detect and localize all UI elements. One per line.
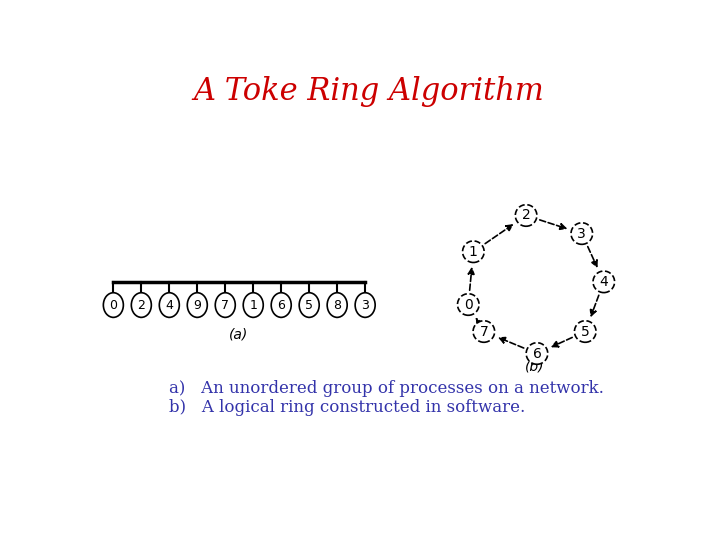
Ellipse shape [243,293,264,318]
Text: 5: 5 [581,325,590,339]
Text: 0: 0 [464,298,472,312]
Text: 2: 2 [138,299,145,312]
Ellipse shape [355,293,375,318]
Text: (b): (b) [525,360,544,374]
Text: 9: 9 [194,299,201,312]
Text: 6: 6 [277,299,285,312]
Text: 3: 3 [361,299,369,312]
Ellipse shape [131,293,151,318]
Text: (a): (a) [229,327,248,341]
Text: 1: 1 [469,245,478,259]
Circle shape [593,271,615,293]
Text: 8: 8 [333,299,341,312]
Text: 3: 3 [577,227,586,240]
Text: 7: 7 [480,325,488,339]
Circle shape [526,343,548,364]
Text: 4: 4 [600,275,608,289]
Text: 7: 7 [221,299,229,312]
Text: b)   A logical ring constructed in software.: b) A logical ring constructed in softwar… [168,399,525,416]
Text: 5: 5 [305,299,313,312]
Ellipse shape [104,293,123,318]
Ellipse shape [159,293,179,318]
Text: a)   An unordered group of processes on a network.: a) An unordered group of processes on a … [168,380,603,397]
Text: 2: 2 [522,208,531,222]
Ellipse shape [187,293,207,318]
Ellipse shape [300,293,319,318]
Circle shape [575,321,596,342]
Circle shape [571,223,593,244]
Ellipse shape [215,293,235,318]
Ellipse shape [271,293,291,318]
Ellipse shape [327,293,347,318]
Text: 1: 1 [249,299,257,312]
Text: 4: 4 [166,299,174,312]
Circle shape [457,294,479,315]
Text: 0: 0 [109,299,117,312]
Circle shape [462,241,484,262]
Text: A Toke Ring Algorithm: A Toke Ring Algorithm [194,76,544,107]
Circle shape [516,205,537,226]
Text: 6: 6 [533,347,541,361]
Circle shape [473,321,495,342]
